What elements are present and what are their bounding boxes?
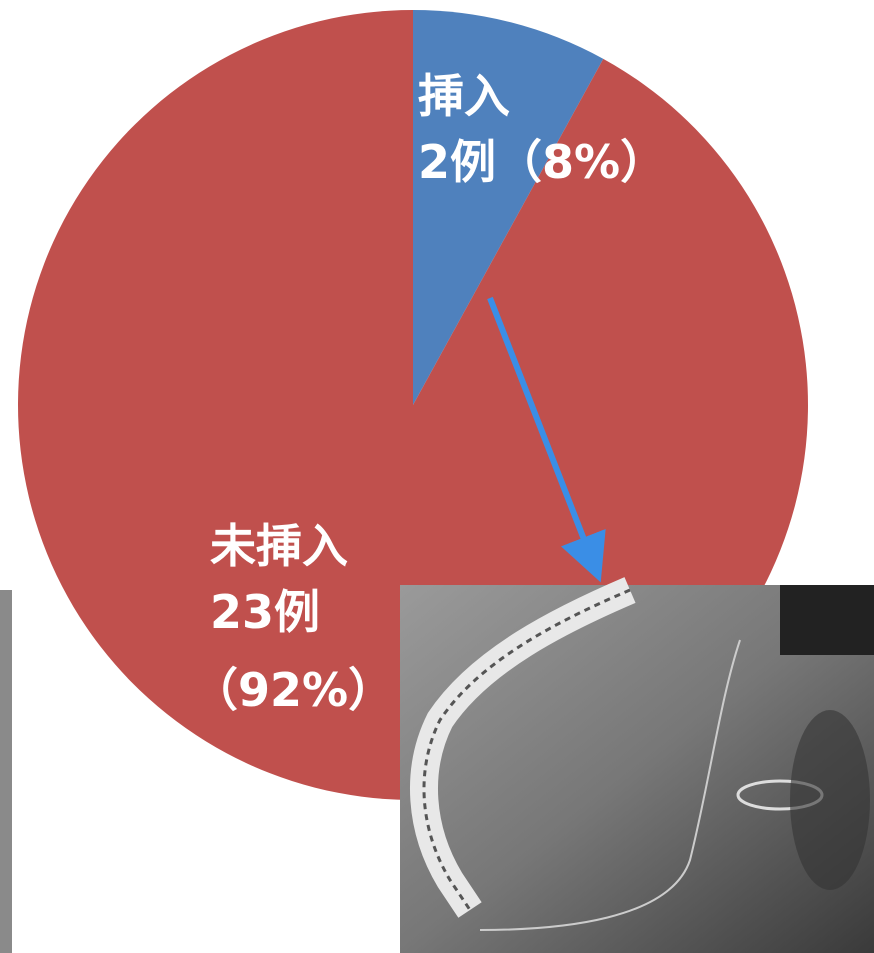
xray-edge xyxy=(0,590,12,953)
slice-label: 挿入 xyxy=(418,69,510,123)
value-label: 2例 xyxy=(418,135,496,189)
percent-label: （92%） xyxy=(192,663,394,717)
labels: 挿入 2例（8%） 未挿入 23例 （92%） xyxy=(192,69,666,717)
arrow xyxy=(487,296,606,583)
pie-slice xyxy=(413,10,604,405)
slice-label: 2例（8%） xyxy=(418,135,666,189)
xray-image xyxy=(400,577,874,953)
value-label: 23例 xyxy=(210,585,320,639)
percent-label: （8%） xyxy=(496,135,666,189)
slice-label: 未挿入 xyxy=(210,519,348,573)
